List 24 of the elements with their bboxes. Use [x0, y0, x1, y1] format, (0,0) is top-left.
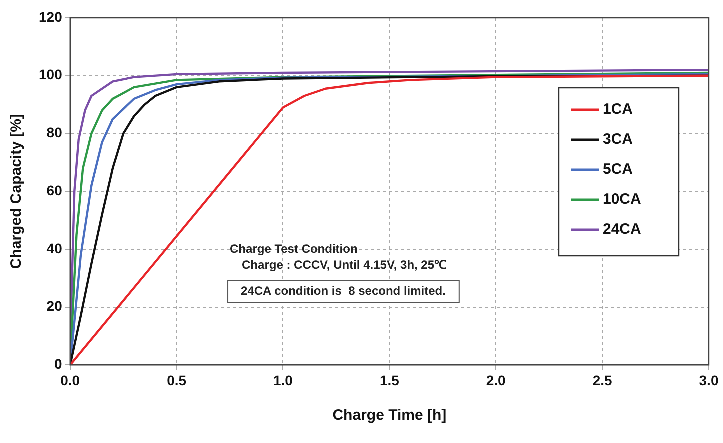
legend-label: 5CA [603, 161, 634, 178]
legend-label: 1CA [603, 101, 634, 118]
y-tick-label: 20 [46, 298, 63, 314]
legend-label: 24CA [603, 221, 642, 238]
annotation: Charge : CCCV, Until 4.15V, 3h, 25℃ [242, 258, 447, 272]
y-tick-label: 0 [54, 356, 63, 372]
x-tick-label: 1.5 [380, 372, 400, 388]
legend-label: 10CA [603, 191, 642, 208]
y-tick-label: 40 [46, 240, 63, 256]
y-axis-title: Charged Capacity [%] [8, 114, 26, 270]
x-tick-label: 2.0 [486, 372, 506, 388]
x-axis-title: Charge Time [h] [332, 407, 447, 424]
legend-label: 3CA [603, 131, 634, 148]
x-tick-label: 1.0 [274, 372, 294, 388]
x-tick-label: 0.0 [60, 372, 80, 388]
y-tick-label: 100 [39, 66, 63, 83]
y-tick-label: 80 [46, 124, 63, 141]
annotation: 24CA condition is 8 second limited. [241, 284, 446, 298]
annotation: Charge Test Condition [230, 242, 358, 256]
y-tick-label: 60 [46, 182, 63, 198]
x-tick-label: 3.0 [699, 372, 719, 388]
x-tick-label: 0.5 [167, 372, 187, 388]
x-tick-label: 2.5 [592, 372, 612, 388]
y-tick-label: 120 [39, 8, 63, 25]
